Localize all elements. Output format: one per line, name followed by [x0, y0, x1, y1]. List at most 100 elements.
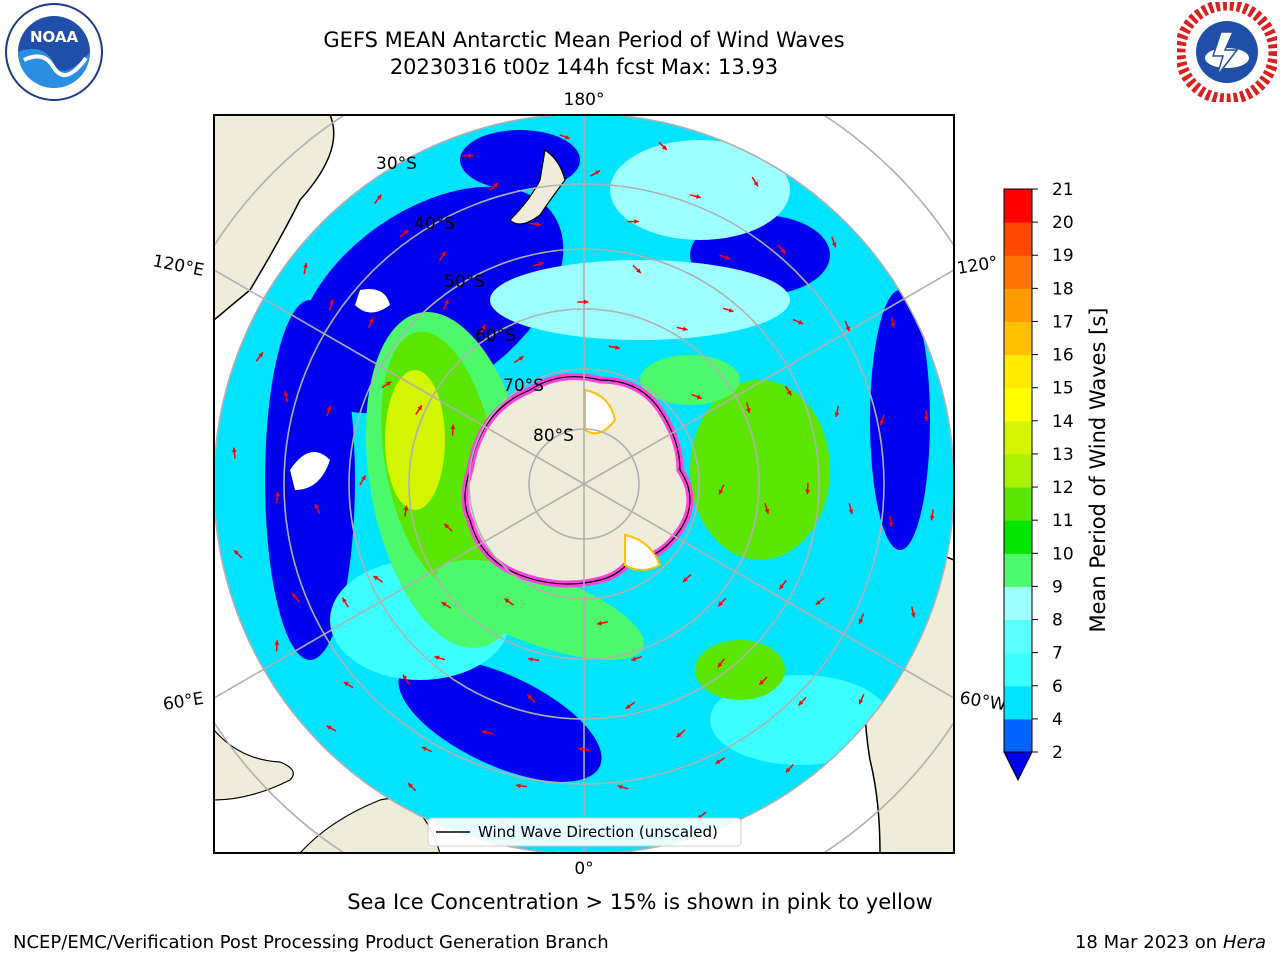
wave-direction-arrowhead	[888, 522, 894, 527]
wave-direction-arrowhead	[326, 725, 332, 731]
wave-direction-arrowhead	[504, 598, 510, 604]
national-weather-service-logo	[1177, 2, 1277, 102]
wave-direction-arrowhead	[759, 680, 765, 685]
wave-direction-arrowhead	[275, 492, 280, 497]
colorbar-tick-label: 8	[1052, 611, 1063, 631]
colorbar-swatch	[1004, 387, 1032, 422]
wave-direction-arrowhead	[258, 352, 263, 358]
noaa-logo: NOAA	[5, 3, 103, 101]
wave-direction-arrowhead	[528, 657, 533, 662]
wave-direction-arrowhead	[845, 326, 851, 332]
wave-direction-arrowhead	[858, 618, 864, 624]
chart-title: GEFS MEAN Antarctic Mean Period of Wind …	[323, 28, 845, 52]
wave-direction-arrowhead	[728, 307, 734, 313]
wave-direction-arrowhead	[785, 767, 791, 773]
colorbar-tick-label: 13	[1052, 445, 1074, 465]
wave-direction-arrowhead	[661, 145, 667, 150]
wave-direction-arrowhead	[682, 326, 688, 332]
wave-direction-arrowhead	[564, 134, 570, 140]
wave-direction-arrowhead	[421, 746, 427, 752]
wave-direction-arrowhead	[682, 577, 688, 582]
wave-direction-arrowhead	[444, 523, 450, 529]
colorbar-swatch	[1004, 420, 1032, 455]
colorbar-swatch	[1004, 619, 1032, 654]
lat-label-60s: 60°S	[475, 326, 516, 346]
colorbar-swatch	[1004, 652, 1032, 687]
wave-direction-arrowhead	[596, 620, 602, 626]
svg-text:NOAA: NOAA	[30, 28, 79, 46]
wave-direction-arrowhead	[798, 700, 804, 706]
lat-label-40s: 40°S	[414, 214, 455, 234]
wave-direction-arrowhead	[403, 505, 409, 511]
wave-direction-arrowhead	[834, 412, 840, 417]
wave-direction-arrowhead	[634, 219, 639, 224]
wave-direction-arrowhead	[493, 182, 498, 188]
wave-direction-arrowhead	[408, 783, 413, 788]
wave-direction-arrowhead	[314, 503, 320, 509]
map-frame	[213, 114, 955, 854]
lon-label-60e: 60°E	[162, 689, 206, 715]
colorbar-swatch	[1004, 487, 1032, 521]
colorbar-label: Mean Period of Wind Waves [s]	[1086, 308, 1110, 633]
wave-direction-arrowhead	[303, 263, 308, 268]
legend-label: Wind Wave Direction (unscaled)	[478, 823, 718, 841]
wave-direction-arrowhead	[929, 515, 935, 521]
wave-direction-arrowhead	[798, 319, 804, 325]
wave-direction-arrowhead	[434, 655, 440, 661]
colorbar-tick-label: 9	[1052, 577, 1063, 597]
wave-direction-arrowhead	[283, 391, 289, 396]
colorbar-swatch	[1004, 553, 1032, 587]
lat-label-80s: 80°S	[533, 426, 574, 446]
colorbar-swatch	[1004, 586, 1032, 621]
wave-direction-arrowhead	[617, 784, 623, 790]
wave-direction-arrowhead	[342, 597, 347, 603]
map-legend: Wind Wave Direction (unscaled)	[427, 817, 742, 847]
wave-direction-arrowhead	[292, 593, 297, 599]
colorbar-swatch	[1004, 685, 1032, 720]
colorbar-swatch	[1004, 189, 1032, 223]
colorbar-frame	[1003, 188, 1033, 753]
longitude-gridlines	[214, 115, 954, 853]
wave-direction-arrowhead	[326, 405, 332, 411]
wave-direction-arrowhead	[468, 153, 474, 159]
wave-direction-arrowhead	[527, 694, 533, 700]
wave-direction-arrowhead	[480, 324, 486, 330]
wave-direction-arrowhead	[538, 261, 544, 267]
colorbar-tick-label: 4	[1052, 710, 1063, 730]
wave-direction-arrowhead	[343, 681, 349, 687]
wave-direction-arrowhead	[361, 475, 366, 481]
wave-direction-arrowhead	[696, 394, 702, 400]
colorbar-swatch	[1004, 718, 1032, 753]
chart-subtitle: 20230316 t00z 144h fcst Max: 13.93	[389, 55, 779, 79]
lat-label-30s: 30°S	[376, 154, 417, 174]
wave-direction-arrowhead	[441, 602, 447, 607]
wave-direction-arrowhead	[274, 640, 280, 645]
wave-direction-arrowhead	[717, 662, 723, 668]
wave-direction-arrowhead	[631, 656, 637, 662]
wave-direction-arrowhead	[879, 420, 885, 426]
lon-label-0: 0°	[574, 859, 593, 879]
wave-direction-arrowhead	[764, 508, 770, 514]
footer-host: Hera	[1222, 932, 1266, 953]
lon-label-60w: 60°W	[958, 688, 1008, 715]
wave-direction-arrowhead	[805, 489, 811, 495]
wave-direction-arrowhead	[403, 229, 409, 235]
wave-direction-arrowhead	[233, 550, 239, 556]
australia-land	[214, 115, 335, 321]
sea-ice-caption: Sea Ice Concentration > 15% is shown in …	[347, 890, 933, 914]
wave-direction-arrowhead	[858, 699, 864, 705]
colorbar-swatch	[1004, 520, 1032, 554]
wave-direction-arrowhead	[614, 345, 620, 350]
lat-label-50s: 50°S	[444, 272, 485, 292]
wave-direction-arrowhead	[595, 170, 601, 175]
wave-direction-arrowhead	[450, 424, 456, 430]
wave-direction-arrowhead	[518, 356, 524, 361]
colorbar-swatch	[1004, 354, 1032, 389]
lat-label-70s: 70°S	[503, 376, 544, 396]
wave-direction-arrowhead	[329, 299, 334, 305]
colorbar-tick-label: 17	[1052, 312, 1074, 332]
wave-direction-arrowhead	[715, 759, 721, 764]
colorbar: 2 4 6 7 8 9 10 11 12 13 14 15 16 17 18 19 20 21	[1003, 180, 1074, 782]
colorbar-swatch	[1004, 255, 1032, 289]
colorbar-tick-label: 18	[1052, 279, 1074, 299]
